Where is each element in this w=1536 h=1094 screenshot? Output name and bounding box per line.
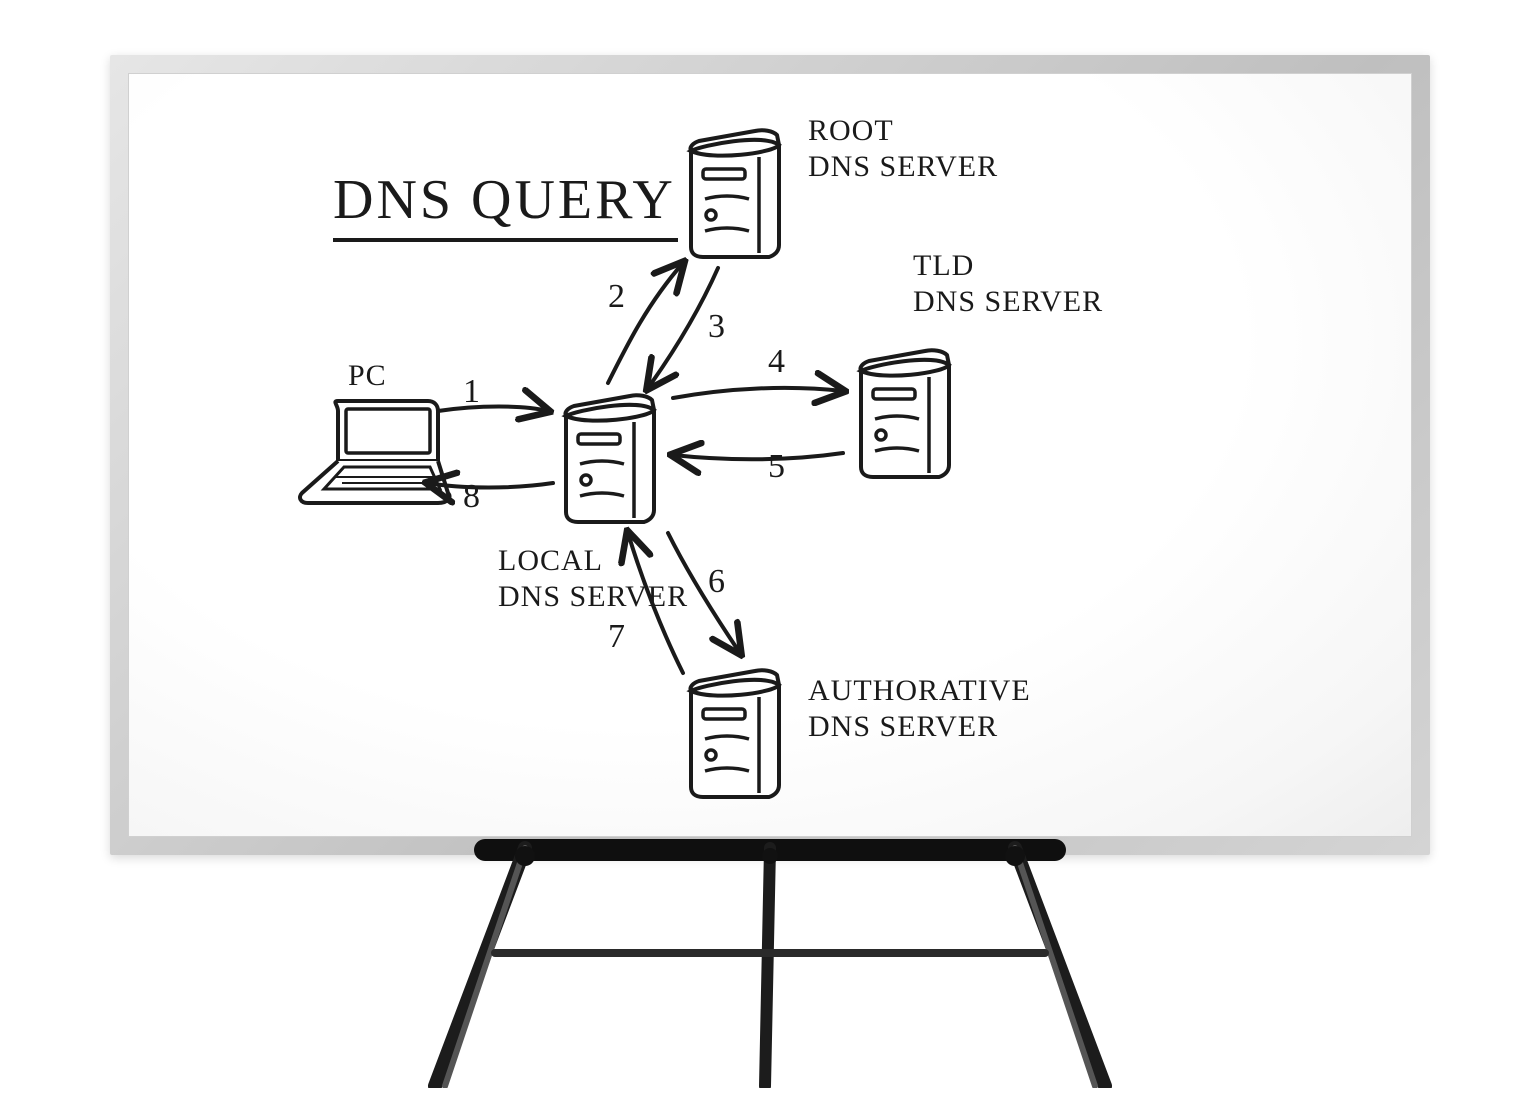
- dns-query-diagram: DNS QUERY: [128, 73, 1412, 837]
- root-dns-server-icon: [690, 130, 779, 257]
- easel-stand-icon: [405, 838, 1135, 1088]
- edge-number-1: 1: [463, 373, 480, 411]
- edge-number-6: 6: [708, 563, 725, 601]
- authoritative-dns-server-icon: [690, 670, 779, 797]
- edge-number-4: 4: [768, 343, 785, 381]
- stage: DNS QUERY: [0, 0, 1536, 1094]
- pc-label: PC: [348, 358, 387, 394]
- edge-number-2: 2: [608, 278, 625, 316]
- root-dns-label: ROOT DNS SERVER: [808, 113, 998, 185]
- edge-number-7: 7: [608, 618, 625, 656]
- edge-8: [428, 483, 553, 488]
- pc-icon: [300, 401, 450, 503]
- edge-1: [438, 407, 548, 412]
- tld-dns-server-icon: [860, 350, 949, 477]
- tld-dns-label: TLD DNS SERVER: [913, 248, 1103, 320]
- auth-dns-label: AUTHORATIVE DNS SERVER: [808, 673, 1031, 745]
- edge-number-5: 5: [768, 448, 785, 486]
- local-dns-label: LOCAL DNS SERVER: [498, 543, 688, 615]
- edge-number-3: 3: [708, 308, 725, 346]
- local-dns-server-icon: [565, 395, 654, 522]
- edge-4: [673, 388, 843, 398]
- edge-5: [673, 453, 843, 459]
- edge-number-8: 8: [463, 478, 480, 516]
